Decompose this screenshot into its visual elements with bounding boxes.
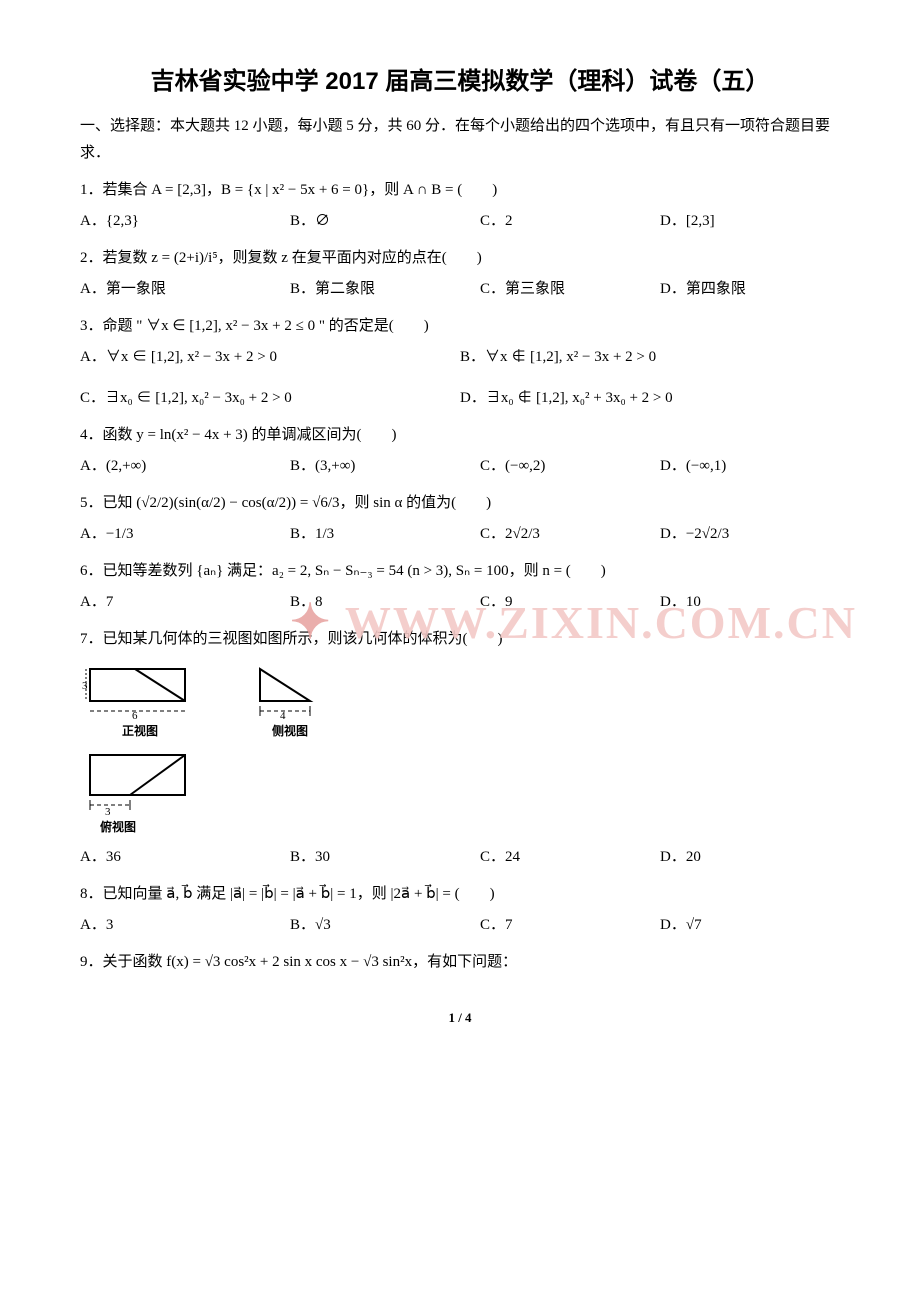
q5-opt-d: D．−2√2/3 bbox=[660, 521, 820, 548]
top-view-svg: 3 bbox=[80, 747, 200, 817]
q2-opt-d: D．第四象限 bbox=[660, 276, 820, 303]
q1-opt-a: A．{2,3} bbox=[80, 208, 290, 235]
dim-3-left: 3 bbox=[82, 680, 88, 692]
q4-opt-c: C．(−∞,2) bbox=[480, 453, 660, 480]
q7-opt-a: A．36 bbox=[80, 844, 290, 871]
q6-opt-c: C．9 bbox=[480, 589, 660, 616]
top-view-block: 3 俯视图 bbox=[80, 747, 840, 839]
q5-opt-b: B．1/3 bbox=[290, 521, 480, 548]
q2-opt-b: B．第二象限 bbox=[290, 276, 480, 303]
q6-options: A．7 B．8 C．9 D．10 bbox=[80, 589, 840, 616]
page-container: 吉林省实验中学 2017 届高三模拟数学（理科）试卷（五） 一、选择题：本大题共… bbox=[80, 60, 840, 1030]
q5-options: A．−1/3 B．1/3 C．2√2/3 D．−2√2/3 bbox=[80, 521, 840, 548]
q3-opt-c: C．∃x₀ ∈ [1,2], x₀² − 3x₀ + 2 > 0 bbox=[80, 385, 460, 412]
dim-3-bottom: 3 bbox=[105, 806, 111, 817]
q1-options: A．{2,3} B．∅ C．2 D．[2,3] bbox=[80, 208, 840, 235]
q3-opt-a: A．∀x ∈ [1,2], x² − 3x + 2 > 0 bbox=[80, 344, 460, 371]
q7-options: A．36 B．30 C．24 D．20 bbox=[80, 844, 840, 871]
q8-stem: 8．已知向量 a⃗, b⃗ 满足 |a⃗| = |b⃗| = |a⃗ + b⃗|… bbox=[80, 881, 840, 908]
q8-opt-d: D．√7 bbox=[660, 912, 820, 939]
q8-opt-b: B．√3 bbox=[290, 912, 480, 939]
q3-options: A．∀x ∈ [1,2], x² − 3x + 2 > 0 B．∀x ∉ [1,… bbox=[80, 344, 840, 412]
q3-opt-d: D．∃x₀ ∉ [1,2], x₀² + 3x₀ + 2 > 0 bbox=[460, 385, 840, 412]
side-view-svg: 4 bbox=[250, 661, 330, 721]
q1-opt-c: C．2 bbox=[480, 208, 660, 235]
q5-opt-c: C．2√2/3 bbox=[480, 521, 660, 548]
q1-stem: 1．若集合 A = [2,3]，B = {x | x² − 5x + 6 = 0… bbox=[80, 177, 840, 204]
q5-opt-a: A．−1/3 bbox=[80, 521, 290, 548]
q3-opt-b: B．∀x ∉ [1,2], x² − 3x + 2 > 0 bbox=[460, 344, 840, 371]
page-footer: 1 / 4 bbox=[80, 1006, 840, 1029]
q5-stem: 5．已知 (√2/2)(sin(α/2) − cos(α/2)) = √6/3，… bbox=[80, 490, 840, 517]
front-view-label: 正视图 bbox=[80, 721, 200, 743]
side-view-block: 4 侧视图 bbox=[250, 661, 330, 743]
q3-stem: 3．命题 " ∀x ∈ [1,2], x² − 3x + 2 ≤ 0 " 的否定… bbox=[80, 313, 840, 340]
q4-stem: 4．函数 y = ln(x² − 4x + 3) 的单调减区间为( ) bbox=[80, 422, 840, 449]
q9-stem: 9．关于函数 f(x) = √3 cos²x + 2 sin x cos x −… bbox=[80, 949, 840, 976]
q1-opt-b: B．∅ bbox=[290, 208, 480, 235]
three-view-diagram: 3 6 正视图 4 侧视图 bbox=[80, 661, 840, 743]
q7-stem: 7．已知某几何体的三视图如图所示，则该几何体的体积为( ) bbox=[80, 626, 840, 653]
q8-opt-c: C．7 bbox=[480, 912, 660, 939]
q4-opt-a: A．(2,+∞) bbox=[80, 453, 290, 480]
q2-opt-a: A．第一象限 bbox=[80, 276, 290, 303]
q2-stem: 2．若复数 z = (2+i)/i⁵，则复数 z 在复平面内对应的点在( ) bbox=[80, 245, 840, 272]
top-view-label: 俯视图 bbox=[100, 817, 840, 839]
front-view-svg: 3 6 bbox=[80, 661, 200, 721]
q4-options: A．(2,+∞) B．(3,+∞) C．(−∞,2) D．(−∞,1) bbox=[80, 453, 840, 480]
q4-opt-b: B．(3,+∞) bbox=[290, 453, 480, 480]
dim-4: 4 bbox=[280, 710, 286, 721]
q8-options: A．3 B．√3 C．7 D．√7 bbox=[80, 912, 840, 939]
dim-6: 6 bbox=[132, 710, 138, 721]
q2-options: A．第一象限 B．第二象限 C．第三象限 D．第四象限 bbox=[80, 276, 840, 303]
q7-opt-d: D．20 bbox=[660, 844, 820, 871]
q7-opt-b: B．30 bbox=[290, 844, 480, 871]
q6-stem: 6．已知等差数列 {aₙ} 满足：a₂ = 2, Sₙ − Sₙ₋₃ = 54 … bbox=[80, 558, 840, 585]
section-1-heading: 一、选择题：本大题共 12 小题，每小题 5 分，共 60 分．在每个小题给出的… bbox=[80, 113, 840, 167]
q4-opt-d: D．(−∞,1) bbox=[660, 453, 820, 480]
page-title: 吉林省实验中学 2017 届高三模拟数学（理科）试卷（五） bbox=[80, 60, 840, 103]
front-view-block: 3 6 正视图 bbox=[80, 661, 200, 743]
q2-opt-c: C．第三象限 bbox=[480, 276, 660, 303]
q7-opt-c: C．24 bbox=[480, 844, 660, 871]
q6-opt-b: B．8 bbox=[290, 589, 480, 616]
q6-opt-a: A．7 bbox=[80, 589, 290, 616]
q8-opt-a: A．3 bbox=[80, 912, 290, 939]
side-view-label: 侧视图 bbox=[250, 721, 330, 743]
q1-opt-d: D．[2,3] bbox=[660, 208, 820, 235]
q6-opt-d: D．10 bbox=[660, 589, 820, 616]
